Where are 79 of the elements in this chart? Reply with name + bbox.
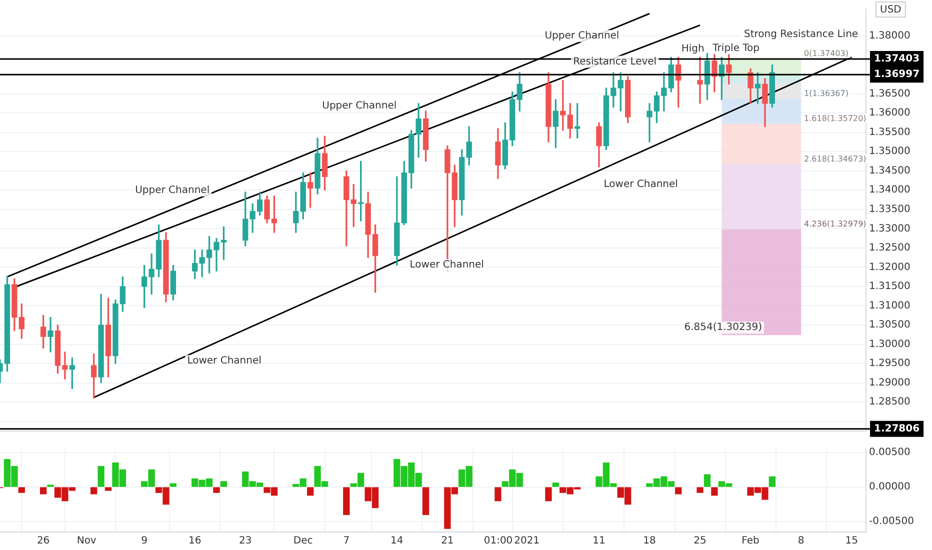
x-tick-label: 2021 — [514, 536, 540, 547]
annotation: Triple Top — [712, 42, 760, 54]
x-tick-label: 14 — [390, 536, 404, 547]
y-tick-label: 1.30000 — [869, 338, 910, 350]
y-tick-label: 1.31500 — [869, 281, 910, 292]
x-tick-label: 15 — [845, 536, 858, 547]
y-tick-label: 1.33000 — [869, 223, 910, 234]
band-label: 0(1.37403) — [804, 49, 848, 58]
x-tick-label: Nov — [76, 536, 96, 547]
annotation: Lower Channel — [604, 179, 678, 190]
y-tick-label: 1.32500 — [869, 242, 910, 254]
y-tick-label: 1.36500 — [869, 88, 910, 100]
y-tick-label: 1.28500 — [869, 396, 910, 408]
bar — [768, 476, 776, 487]
y-tick-label: 1.32000 — [869, 262, 910, 273]
band-label: 1.618(1.35720) — [804, 114, 866, 123]
bar — [213, 487, 220, 493]
x-tick-label: 9 — [141, 536, 148, 547]
y-tick-label: 1.36000 — [869, 108, 910, 119]
x-tick-label: 25 — [694, 536, 706, 547]
annotation: High — [681, 44, 704, 55]
annotation: Lower Channel — [410, 260, 484, 271]
bar — [696, 487, 704, 493]
annotation: Upper Channel — [135, 185, 210, 196]
x-tick-label: 11 — [592, 536, 606, 547]
bar — [98, 466, 104, 487]
bar — [422, 487, 430, 516]
y-tick-label: 1.34000 — [869, 184, 910, 196]
ref-line-label: 1.36997 — [874, 69, 920, 80]
bar — [552, 482, 560, 487]
y-tick-label: 1.30500 — [869, 320, 910, 331]
x-tick-label: 26 — [36, 536, 50, 547]
candlestick — [697, 56, 703, 104]
bar — [675, 487, 682, 494]
y-tick-label: 1.29000 — [869, 377, 910, 388]
bar — [170, 483, 177, 487]
y-tick-label: 1.29500 — [869, 358, 910, 370]
y-tick-label: 1.33500 — [869, 204, 910, 215]
x-tick-label: 18 — [643, 536, 656, 547]
bar — [711, 487, 718, 496]
y-tick-label: 0.00500 — [869, 447, 910, 458]
annotation: Lower Channel — [187, 356, 262, 367]
x-tick-label: 7 — [343, 536, 350, 547]
y-tick-label: 1.31000 — [869, 300, 910, 312]
ref-line-label: 1.27806 — [874, 423, 920, 434]
x-tick-label: Dec — [293, 536, 313, 547]
bar — [40, 487, 47, 494]
annotation: 6.854(1.30239) — [684, 322, 762, 334]
x-tick-label: 8 — [798, 536, 804, 547]
bar — [494, 487, 502, 502]
ref-line-label: 1.37403 — [874, 54, 920, 65]
annotation: Resistance Level — [573, 56, 657, 68]
band-label: 4.236(1.32979) — [804, 220, 866, 229]
annotation: Upper Channel — [544, 30, 620, 42]
band-label: 1(1.36367) — [804, 88, 848, 98]
y-tick-label: 1.34500 — [869, 165, 910, 176]
x-tick-label: 01:00 — [484, 536, 513, 547]
x-tick-label: Feb — [742, 536, 760, 547]
bar — [545, 487, 552, 502]
bar — [306, 487, 314, 496]
bar — [704, 474, 711, 487]
bar — [343, 487, 350, 516]
bar — [18, 487, 25, 493]
annotation: Strong Resistance Line — [744, 28, 858, 40]
bar — [90, 487, 98, 494]
x-tick-label: 23 — [239, 536, 252, 547]
y-tick-label: -0.00500 — [869, 516, 914, 528]
y-tick-label: 1.38000 — [869, 30, 910, 42]
bar — [104, 487, 112, 491]
bar — [220, 481, 228, 487]
y-axis-title: USD — [880, 4, 902, 16]
x-tick-label: 16 — [188, 536, 202, 547]
annotation: Upper Channel — [322, 100, 397, 112]
candlestick — [48, 316, 54, 352]
y-tick-label: 1.35500 — [869, 126, 910, 138]
y-tick-label: 0.00000 — [869, 482, 910, 493]
x-tick-label: 21 — [441, 536, 454, 547]
y-tick-label: 1.35000 — [869, 146, 910, 158]
band-label: 2.618(1.34673) — [804, 154, 866, 164]
